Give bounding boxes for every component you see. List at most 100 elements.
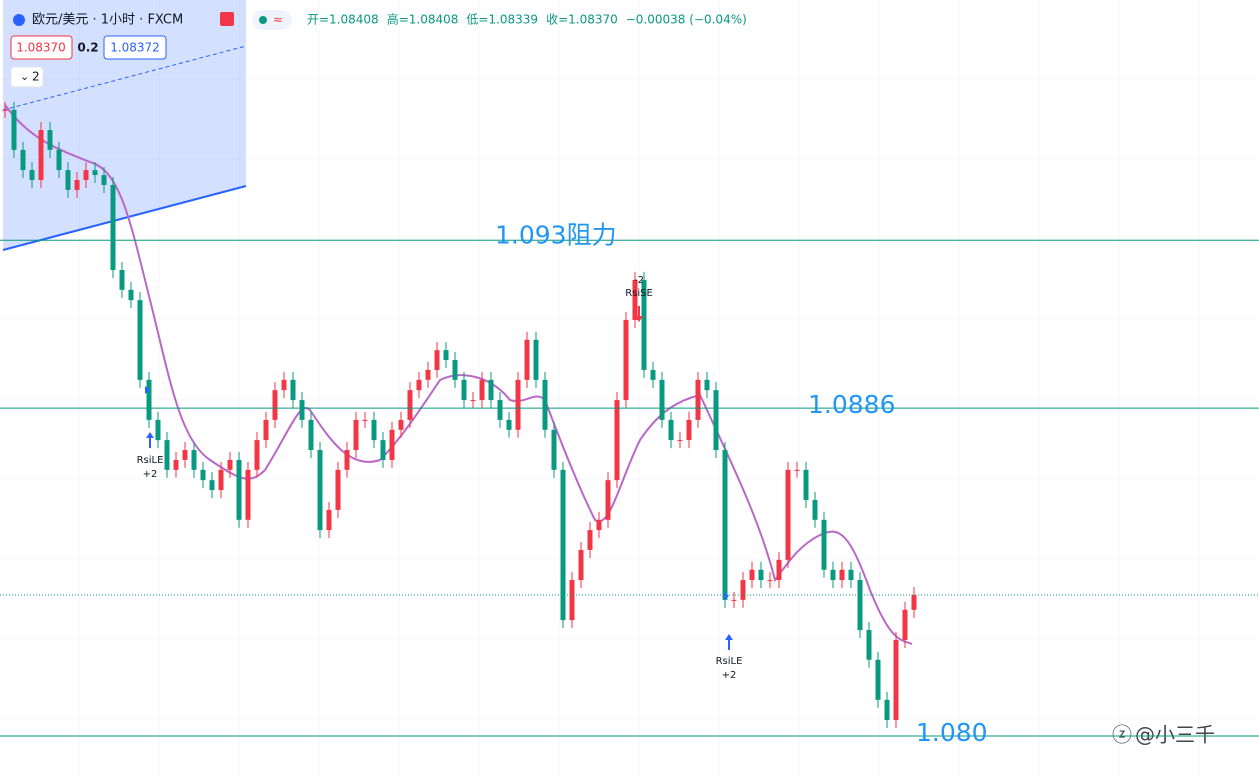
moving-average: [4, 104, 913, 645]
candle: [290, 379, 296, 401]
watermark-icon: ⓩ: [1112, 723, 1132, 747]
candle: [443, 350, 449, 361]
candle: [794, 469, 800, 471]
ask-box[interactable]: [103, 35, 167, 60]
status-pill[interactable]: [252, 10, 292, 30]
candle: [344, 450, 350, 470]
candle: [461, 379, 467, 401]
candle: [281, 379, 287, 391]
candle: [641, 279, 647, 370]
candle: [785, 469, 791, 560]
candle: [695, 379, 701, 420]
candle: [587, 530, 593, 550]
candle: [218, 469, 224, 491]
candle: [371, 419, 377, 441]
candle: [722, 450, 728, 600]
candle: [614, 400, 620, 481]
candle: [488, 379, 494, 401]
bid-box[interactable]: [10, 35, 73, 60]
signal-qty: +2: [143, 469, 158, 480]
candle: [452, 360, 458, 380]
watermark: @小三千: [1135, 723, 1215, 747]
candle: [11, 109, 17, 150]
candle: [101, 175, 107, 185]
candle: [56, 149, 62, 171]
candle: [155, 419, 161, 441]
candle: [884, 699, 890, 721]
candle: [704, 379, 710, 391]
candle: [506, 419, 512, 430]
candle: [299, 400, 305, 420]
candle: [893, 639, 899, 721]
candle: [569, 580, 575, 621]
candle: [236, 459, 242, 520]
candle: [650, 369, 656, 380]
candle: [848, 569, 854, 581]
candle: [839, 569, 845, 581]
candle: [749, 569, 755, 581]
status-icon: ≈: [273, 13, 283, 27]
candle: [47, 130, 53, 150]
candle: [578, 549, 584, 581]
ohlc-item: 低=1.08339: [466, 13, 538, 27]
flag[interactable]: [220, 12, 234, 26]
candle: [623, 319, 629, 401]
channel-area: [3, 0, 246, 250]
status-dot: [259, 16, 267, 24]
candle: [38, 130, 44, 181]
candle: [470, 400, 476, 402]
candle: [200, 469, 206, 481]
candle: [776, 559, 782, 581]
candle: [713, 390, 719, 451]
ohlc-item: 收=1.08370: [546, 13, 618, 27]
spread: 0.2: [77, 41, 98, 55]
signal-qty: -2: [634, 275, 644, 286]
ohlc-item: 高=1.08408: [387, 12, 459, 27]
candle: [830, 569, 836, 581]
candle: [362, 419, 368, 421]
symbol-icon: [13, 14, 25, 26]
ask: 1.08372: [110, 41, 160, 55]
candle: [605, 480, 611, 520]
signal-arrow: [146, 432, 154, 448]
signal-arrow: [635, 306, 643, 322]
bid: 1.08370: [16, 41, 66, 55]
candle: [821, 519, 827, 570]
chevron: ⌄: [20, 70, 29, 83]
candle: [632, 279, 638, 320]
ohlc-item: −0.00038 (−0.04%): [626, 13, 747, 27]
candle: [398, 419, 404, 430]
candle: [83, 170, 89, 181]
symbol: 欧元/美元 · 1小时 · FXCM: [32, 13, 183, 28]
candle: [911, 594, 917, 610]
candle: [515, 379, 521, 430]
candle: [191, 450, 197, 470]
indicator-toggle[interactable]: [10, 66, 44, 88]
candle: [245, 469, 251, 520]
candle: [209, 480, 215, 491]
candle: [803, 469, 809, 500]
candle: [677, 440, 683, 442]
candle: [182, 450, 188, 460]
indicator-count: 2: [32, 70, 40, 84]
candle: [731, 599, 737, 601]
candle: [137, 300, 143, 380]
signal-label: RsiSE: [625, 288, 653, 299]
candle: [272, 390, 278, 420]
candle: [20, 149, 26, 171]
candle: [434, 350, 440, 370]
candle: [317, 450, 323, 531]
trend-line: [2, 185, 247, 251]
candle: [128, 289, 134, 301]
ohlc-item: 开=1.08408: [307, 13, 379, 27]
signal-flag: [724, 592, 729, 600]
candle: [812, 499, 818, 520]
candle: [767, 580, 773, 582]
candle: [326, 509, 332, 531]
candle: [416, 379, 422, 391]
candle: [380, 440, 386, 460]
candle: [479, 379, 485, 401]
candle: [686, 419, 692, 441]
